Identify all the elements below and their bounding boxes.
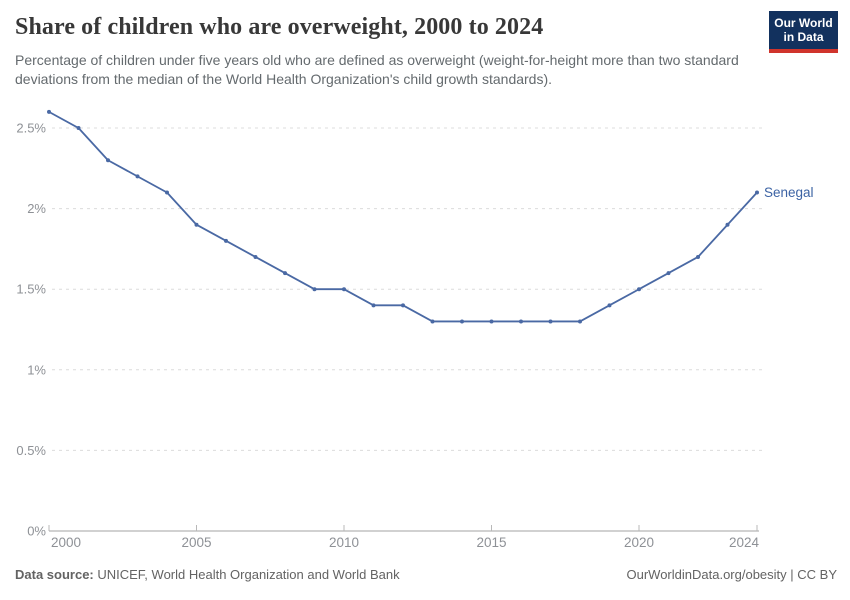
data-source: Data source: UNICEF, World Health Organi…: [15, 567, 400, 582]
data-point-2017[interactable]: [548, 319, 553, 324]
data-point-2002[interactable]: [106, 158, 110, 163]
line-chart-canvas[interactable]: 0% 0.5% 1% 1.5% 2% 2.5% 2000 2005 2010 2015 2020 20…: [0, 100, 850, 560]
series-line-senegal: [48, 110, 758, 323]
data-point-2016[interactable]: [519, 319, 523, 324]
data-point-2004[interactable]: [165, 190, 169, 195]
data-point-2010[interactable]: [342, 287, 346, 292]
data-point-2011[interactable]: [371, 303, 376, 308]
y-tick-label: 0.5%: [16, 443, 46, 458]
chart-subtitle: Percentage of children under five years …: [15, 52, 739, 87]
data-source-label: Data source:: [15, 567, 94, 582]
y-tick-label: 0%: [27, 524, 46, 539]
data-source-text: UNICEF, World Health Organization and Wo…: [93, 567, 400, 582]
y-tick-label: 2.5%: [16, 121, 46, 136]
credit-link[interactable]: OurWorldinData.org/obesity | CC BY: [626, 567, 838, 582]
x-tick-label: 2000: [51, 535, 81, 550]
owid-logo-text: Our World in Data: [769, 11, 838, 44]
data-point-2020[interactable]: [637, 287, 641, 292]
data-point-2012[interactable]: [401, 303, 405, 308]
owid-logo[interactable]: Our World in Data: [769, 11, 838, 53]
data-point-2015[interactable]: [489, 319, 494, 324]
page-title: Share of children who are overweight, 20…: [15, 14, 544, 40]
y-tick-label: 2%: [27, 201, 46, 216]
data-point-2001[interactable]: [76, 126, 81, 130]
data-point-2000[interactable]: [47, 109, 51, 114]
data-point-2003[interactable]: [135, 174, 140, 179]
data-point-2014[interactable]: [460, 319, 464, 324]
data-point-2008[interactable]: [283, 271, 287, 276]
data-point-2006[interactable]: [224, 238, 228, 243]
owid-logo-line1: Our World: [774, 16, 833, 30]
x-tick-label: 2015: [476, 535, 506, 550]
owid-logo-line2: in Data: [783, 30, 824, 44]
data-point-2024[interactable]: [755, 190, 759, 195]
data-point-2021[interactable]: [666, 271, 671, 276]
data-point-2005[interactable]: [194, 222, 199, 227]
y-tick-label: 1.5%: [16, 282, 46, 297]
x-tick-label: 2010: [329, 535, 359, 550]
data-point-2009[interactable]: [312, 287, 317, 292]
data-point-2023[interactable]: [725, 222, 730, 227]
data-point-2007[interactable]: [253, 254, 258, 259]
x-tick-label: 2005: [181, 535, 211, 550]
data-point-2019[interactable]: [607, 303, 612, 308]
series-end-label[interactable]: Senegal: [764, 185, 814, 200]
data-point-2018[interactable]: [578, 319, 582, 324]
x-tick-label: 2024: [729, 535, 760, 550]
y-tick-label: 1%: [27, 362, 46, 377]
x-tick-label: 2020: [624, 535, 654, 550]
data-point-2022[interactable]: [696, 254, 700, 259]
owid-logo-red-bar: [769, 49, 838, 53]
data-point-2013[interactable]: [430, 319, 435, 324]
